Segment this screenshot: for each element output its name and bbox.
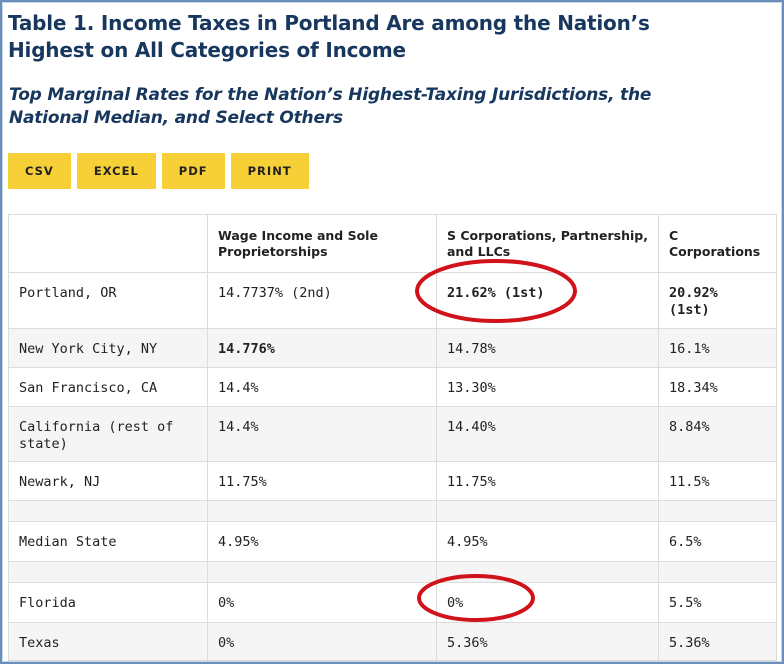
cell-jurisdiction: Newark, NJ (8, 461, 208, 501)
cell-s-corp: 13.30% (436, 367, 659, 407)
cell-c-corp: 20.92% (1st) (658, 272, 777, 329)
cell-jurisdiction: New York City, NY (8, 328, 208, 368)
cell-c-corp: 18.34% (658, 367, 777, 407)
table-row-portland: Portland, OR 14.7737% (2nd) 21.62% (1st)… (8, 272, 777, 329)
cell-wage: 14.4% (207, 406, 437, 462)
cell-wage: 11.75% (207, 461, 437, 501)
cell-s-corp: 21.62% (1st) (436, 272, 659, 329)
cell-jurisdiction: California (rest of state) (8, 406, 208, 462)
header-wage-income: Wage Income and Sole Proprietorships (207, 214, 437, 273)
cell-wage: 0% (207, 582, 437, 623)
cell-s-corp: 14.78% (436, 328, 659, 368)
cell-jurisdiction: Texas (8, 622, 208, 661)
header-c-corporations: C Corporations (658, 214, 777, 273)
cell-s-corp: 5.36% (436, 622, 659, 661)
table-row-california: California (rest of state) 14.4% 14.40% … (8, 406, 777, 462)
cell-s-corp: 0% (436, 582, 659, 623)
table-row-newark: Newark, NJ 11.75% 11.75% 11.5% (8, 461, 777, 501)
print-button[interactable]: PRINT (230, 153, 309, 189)
header-jurisdiction (8, 214, 208, 273)
cell-c-corp: 11.5% (658, 461, 777, 501)
cell-s-corp: 4.95% (436, 521, 659, 562)
cell-jurisdiction: Florida (8, 582, 208, 623)
cell-s-corp: 14.40% (436, 406, 659, 462)
cell-jurisdiction: San Francisco, CA (8, 367, 208, 407)
table-row-median-state: Median State 4.95% 4.95% 6.5% (8, 521, 777, 562)
cell-wage: 14.4% (207, 367, 437, 407)
cell-wage: 14.7737% (2nd) (207, 272, 437, 329)
table-row-texas: Texas 0% 5.36% 5.36% (8, 622, 777, 661)
cell-jurisdiction: Portland, OR (8, 272, 208, 329)
cell-wage: 4.95% (207, 521, 437, 562)
table-title: Table 1. Income Taxes in Portland Are am… (8, 11, 650, 62)
cell-jurisdiction: Median State (8, 521, 208, 562)
export-toolbar: CSV EXCEL PDF PRINT (8, 153, 309, 189)
table-spacer-row (8, 561, 777, 583)
cell-s-corp: 11.75% (436, 461, 659, 501)
tax-rates-table: Wage Income and Sole Proprietorships S C… (8, 214, 777, 661)
table-row-new-york: New York City, NY 14.776% 14.78% 16.1% (8, 328, 777, 368)
pdf-button[interactable]: PDF (161, 153, 225, 189)
cell-c-corp: 8.84% (658, 406, 777, 462)
cell-wage: 14.776% (207, 328, 437, 368)
csv-button[interactable]: CSV (8, 153, 71, 189)
table-subtitle: Top Marginal Rates for the Nation’s High… (9, 85, 652, 128)
cell-c-corp: 16.1% (658, 328, 777, 368)
table-header-row: Wage Income and Sole Proprietorships S C… (8, 214, 777, 273)
table-row-florida: Florida 0% 0% 5.5% (8, 582, 777, 623)
cell-wage: 0% (207, 622, 437, 661)
cell-c-corp: 5.36% (658, 622, 777, 661)
header-s-corporations: S Corporations, Partnership, and LLCs (436, 214, 659, 273)
cell-c-corp: 6.5% (658, 521, 777, 562)
cell-c-corp: 5.5% (658, 582, 777, 623)
table-spacer-row (8, 500, 777, 522)
table-row-san-francisco: San Francisco, CA 14.4% 13.30% 18.34% (8, 367, 777, 407)
excel-button[interactable]: EXCEL (76, 153, 156, 189)
